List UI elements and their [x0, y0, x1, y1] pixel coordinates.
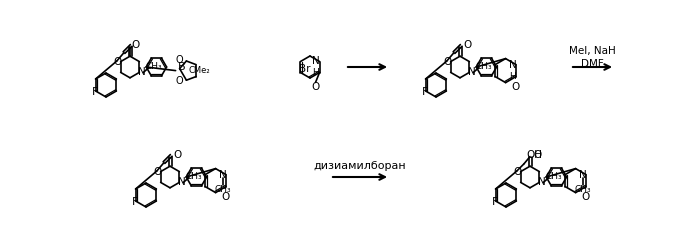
Text: N: N — [219, 170, 227, 180]
Text: O: O — [514, 166, 522, 177]
Text: O: O — [533, 150, 541, 160]
Text: B: B — [178, 62, 186, 72]
Text: CH₃: CH₃ — [145, 62, 162, 71]
Text: O: O — [222, 192, 230, 202]
Text: O: O — [512, 82, 520, 92]
Text: N: N — [139, 68, 146, 77]
Text: N: N — [312, 56, 319, 67]
Text: O: O — [173, 150, 181, 160]
Text: H: H — [510, 72, 517, 81]
Text: F: F — [421, 87, 428, 97]
Text: O: O — [176, 55, 183, 65]
Text: CH₃: CH₃ — [215, 184, 231, 194]
Text: H: H — [312, 68, 319, 77]
Text: MeI, NaH: MeI, NaH — [568, 46, 615, 56]
Text: CMe₂: CMe₂ — [189, 66, 211, 75]
Text: F: F — [92, 87, 98, 97]
Text: N: N — [538, 177, 546, 187]
Text: N: N — [509, 60, 517, 70]
Text: O: O — [153, 166, 162, 177]
Text: CH₃: CH₃ — [575, 184, 592, 194]
Text: N: N — [178, 177, 186, 187]
Text: O: O — [312, 82, 320, 92]
Text: CH₃: CH₃ — [545, 172, 561, 181]
Text: CH₃: CH₃ — [185, 172, 202, 181]
Text: дизиамилборан: дизиамилборан — [314, 161, 406, 171]
Text: O: O — [463, 40, 471, 50]
Text: CH₃: CH₃ — [475, 62, 491, 71]
Text: O: O — [113, 57, 122, 67]
Text: O: O — [176, 76, 183, 86]
Text: Br: Br — [299, 63, 310, 74]
Text: F: F — [491, 197, 498, 207]
Text: DMF: DMF — [580, 59, 603, 69]
Text: N: N — [468, 68, 476, 77]
Text: O: O — [132, 40, 140, 50]
Text: N: N — [579, 170, 587, 180]
Text: O: O — [582, 192, 590, 202]
Text: OH: OH — [527, 150, 542, 160]
Text: F: F — [132, 197, 138, 207]
Text: O: O — [444, 57, 452, 67]
